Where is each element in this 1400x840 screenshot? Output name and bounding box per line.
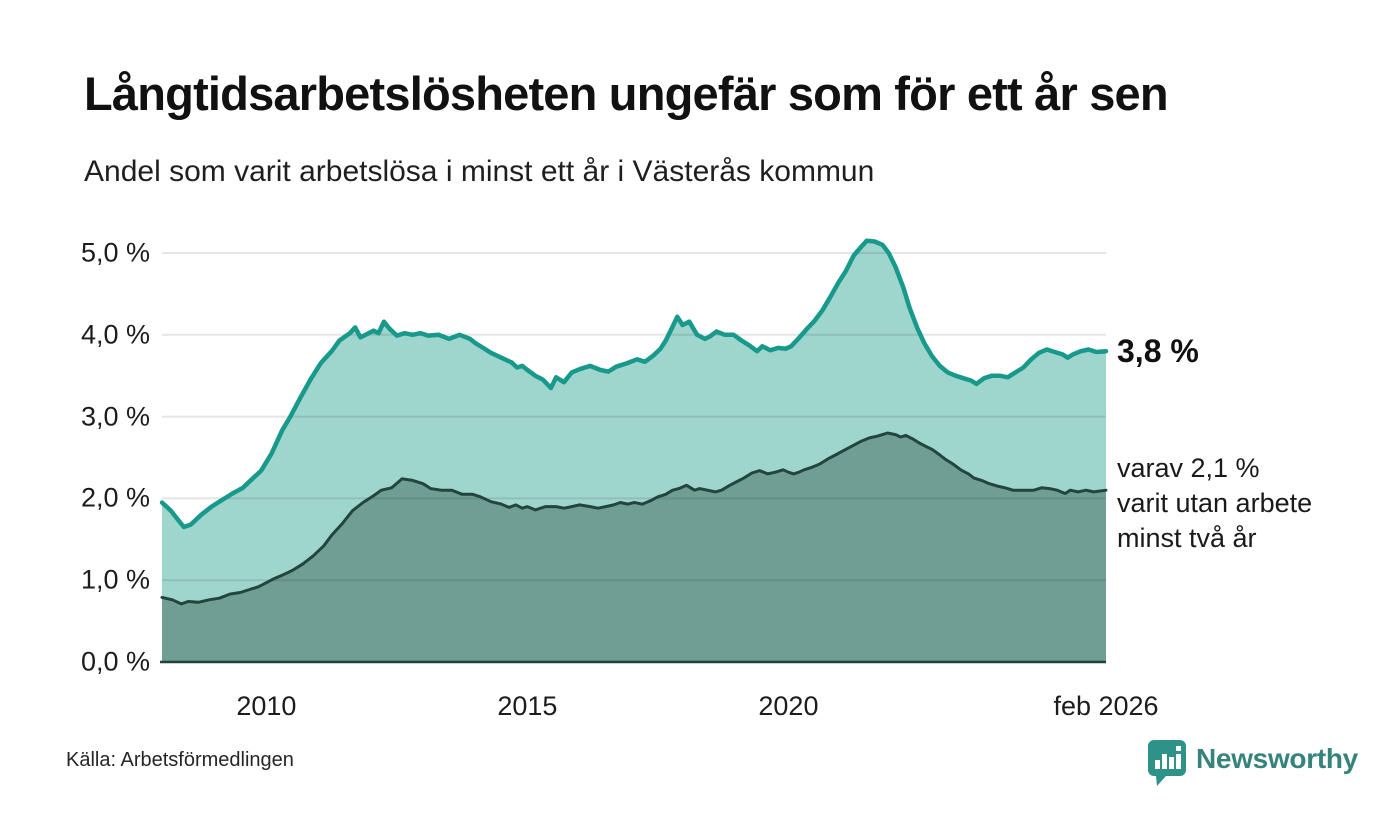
latest-value-label: 3,8 %: [1117, 333, 1199, 369]
page-title: Långtidsarbetslösheten ungefär som för e…: [84, 67, 1169, 120]
line-series-2: [160, 431, 1108, 606]
y-tick-label: 1,0 %: [80, 564, 150, 595]
y-tick-label: 0,0 %: [80, 646, 150, 677]
chart-subtitle: Andel som varit arbetslösa i minst ett å…: [84, 155, 875, 188]
subset-annotation-line: varav 2,1 %: [1117, 453, 1260, 483]
brand-name: Newsworthy: [1196, 743, 1358, 774]
x-tick-label: 2010: [236, 691, 297, 721]
newsworthy-logo-icon: [1148, 740, 1186, 786]
brand-logo: Newsworthy: [1146, 738, 1358, 788]
x-tick-label: feb 2026: [1053, 691, 1159, 721]
subset-annotation-line: minst två år: [1117, 523, 1257, 553]
y-tick-label: 3,0 %: [80, 401, 150, 432]
x-tick-label: 2020: [758, 691, 819, 721]
subset-annotation: varav 2,1 % varit utan arbete minst två …: [1117, 451, 1312, 556]
line-series-1: [159, 238, 1109, 530]
area-fill-series-2: [162, 433, 1106, 662]
source-credit: Källa: Arbetsförmedlingen: [66, 749, 294, 771]
y-tick-label: 2,0 %: [80, 482, 150, 513]
subset-annotation-line: varit utan arbete: [1117, 488, 1313, 518]
x-tick-label: 2015: [497, 691, 558, 721]
y-tick-label: 4,0 %: [80, 319, 150, 350]
y-tick-label: 5,0 %: [80, 237, 150, 268]
